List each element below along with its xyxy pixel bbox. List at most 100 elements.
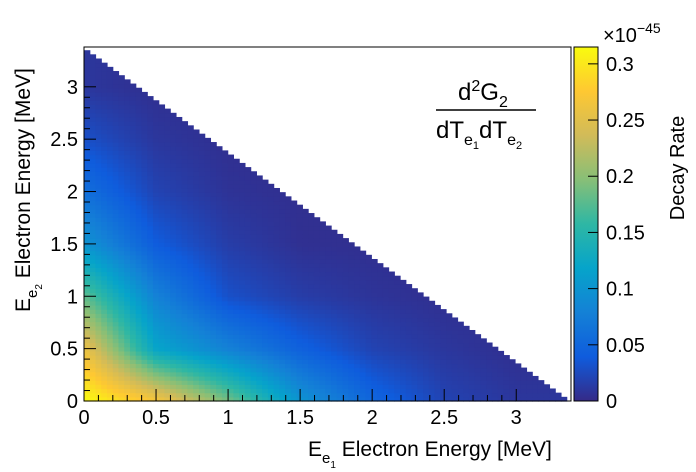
heatmap-cell — [112, 388, 120, 394]
heatmap-cell — [193, 217, 200, 222]
heatmap-cell — [313, 329, 321, 335]
heatmap-cell — [175, 355, 183, 360]
heatmap-cell — [308, 392, 315, 398]
heatmap-cell — [187, 154, 194, 160]
heatmap-cell — [89, 300, 97, 306]
heatmap-cell — [239, 192, 246, 197]
heatmap-cell — [170, 363, 177, 369]
heatmap-cell — [198, 229, 206, 235]
heatmap-cell — [423, 309, 430, 314]
heatmap-cell — [239, 233, 246, 239]
heatmap-cell — [198, 309, 206, 314]
heatmap-cell — [233, 375, 240, 381]
heatmap-cell — [371, 334, 378, 339]
heatmap-cell — [95, 304, 102, 310]
heatmap-cell — [313, 225, 321, 231]
heatmap-cell — [239, 267, 246, 273]
heatmap-cell — [135, 104, 143, 110]
heatmap-cell — [290, 309, 298, 314]
heatmap-cell — [101, 96, 108, 101]
heatmap-cell — [175, 263, 183, 268]
heatmap-cell — [394, 363, 401, 369]
heatmap-cell — [112, 338, 120, 344]
heatmap-cell — [446, 317, 453, 323]
heatmap-cell — [388, 317, 395, 323]
heatmap-cell — [302, 229, 309, 235]
heatmap-cell — [84, 258, 91, 264]
heatmap-cell — [164, 392, 171, 398]
heatmap-cell — [141, 104, 148, 110]
heatmap-cell — [227, 375, 234, 381]
heatmap-cell — [89, 183, 97, 189]
heatmap-cell — [279, 213, 286, 218]
heatmap-cell — [411, 355, 418, 360]
heatmap-cell — [273, 213, 280, 218]
heatmap-cell — [262, 229, 269, 235]
heatmap-cell — [158, 250, 166, 256]
heatmap-cell — [164, 313, 171, 319]
heatmap-cell — [187, 217, 194, 222]
heatmap-cell — [468, 375, 476, 381]
heatmap-cell — [124, 175, 131, 181]
heatmap-cell — [89, 162, 97, 168]
heatmap-cell — [382, 271, 390, 277]
heatmap-cell — [152, 112, 160, 118]
heatmap-cell — [371, 288, 378, 293]
heatmap-cell — [319, 271, 326, 277]
heatmap-cell — [394, 380, 401, 385]
heatmap-cell — [250, 329, 257, 335]
heatmap-cell — [336, 363, 344, 369]
heatmap-cell — [457, 388, 464, 394]
heatmap-cell — [181, 380, 189, 385]
heatmap-cell — [434, 355, 441, 360]
heatmap-cell — [250, 321, 257, 327]
heatmap-cell — [84, 329, 91, 335]
heatmap-cell — [262, 375, 269, 381]
heatmap-cell — [112, 300, 120, 306]
heatmap-cell — [135, 179, 143, 185]
annotation-den-base-1: dT — [436, 117, 464, 144]
annotation-num-var: G — [480, 79, 499, 106]
heatmap-cell — [365, 338, 372, 344]
heatmap-cell — [147, 313, 154, 319]
heatmap-cell — [428, 309, 436, 314]
heatmap-cell — [84, 192, 91, 197]
heatmap-cell — [129, 87, 137, 93]
heatmap-cell — [147, 221, 154, 227]
heatmap-cell — [233, 371, 240, 377]
heatmap-cell — [210, 225, 217, 231]
heatmap-cell — [388, 313, 395, 319]
heatmap-cell — [267, 367, 275, 373]
heatmap-cell — [129, 200, 137, 206]
heatmap-cell — [503, 363, 510, 369]
heatmap-cell — [227, 384, 234, 390]
heatmap-cell — [175, 225, 183, 231]
heatmap-cell — [244, 196, 252, 202]
heatmap-cell — [204, 392, 212, 398]
heatmap-cell — [233, 221, 240, 227]
heatmap-cell — [193, 213, 200, 218]
heatmap-cell — [216, 392, 223, 398]
heatmap-cell — [348, 309, 355, 314]
heatmap-cell — [371, 363, 378, 369]
heatmap-cell — [491, 367, 499, 373]
heatmap-cell — [302, 221, 309, 227]
heatmap-cell — [256, 263, 263, 268]
heatmap-cell — [451, 371, 459, 377]
heatmap-cell — [325, 284, 332, 289]
heatmap-cell — [106, 162, 114, 168]
heatmap-cell — [129, 150, 137, 156]
heatmap-cell — [152, 121, 160, 126]
heatmap-cell — [164, 125, 171, 131]
heatmap-cell — [520, 367, 528, 373]
heatmap-cell — [262, 254, 269, 260]
heatmap-cell — [141, 154, 148, 160]
heatmap-cell — [84, 142, 91, 147]
heatmap-cell — [285, 279, 292, 285]
heatmap-cell — [101, 254, 108, 260]
heatmap-cell — [474, 388, 482, 394]
heatmap-cell — [158, 142, 166, 147]
heatmap-cell — [204, 213, 212, 218]
heatmap-cell — [210, 246, 217, 252]
heatmap-cell — [129, 346, 137, 352]
